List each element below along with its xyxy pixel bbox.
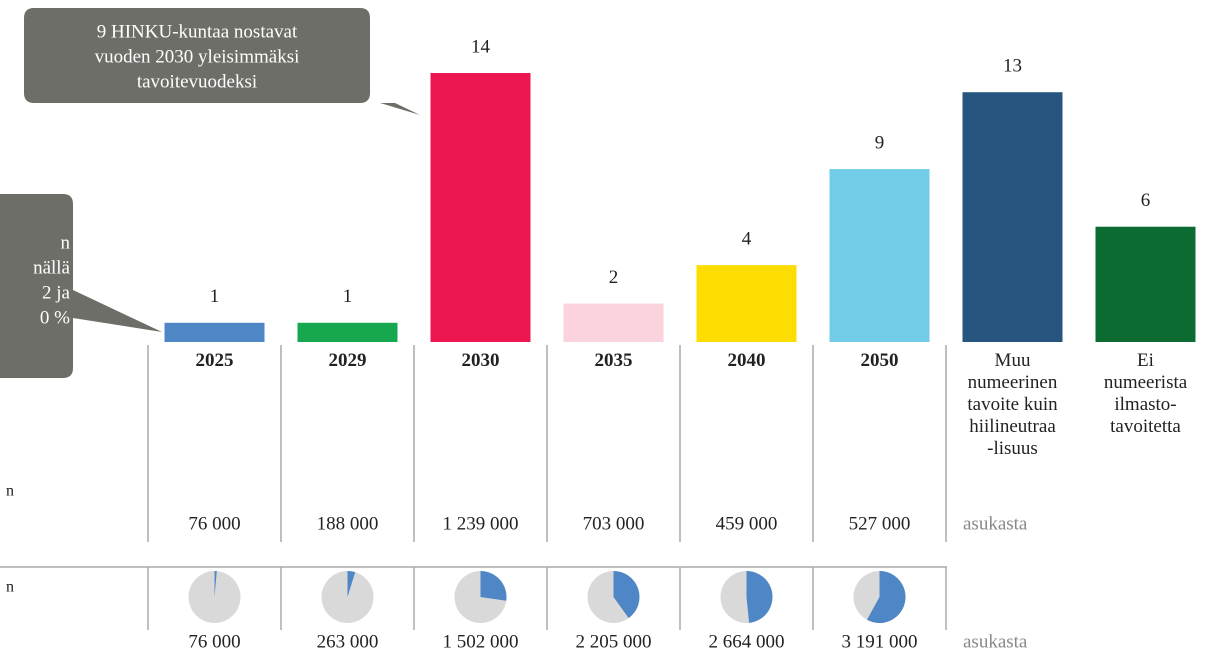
row-value: 263 000 — [317, 631, 379, 652]
callout-box — [0, 194, 162, 378]
category-label: Ei numeerista ilmasto-tavoitetta — [1104, 350, 1188, 437]
category-line: 2029 — [329, 350, 367, 371]
callout-text: tavoitevuodeksi — [137, 71, 257, 92]
row-label: n — [6, 483, 14, 500]
value-label: 9 — [875, 132, 885, 153]
category-line: 2035 — [595, 350, 633, 371]
category-label: 2025 — [196, 350, 234, 371]
category-label: 2029 — [329, 350, 367, 371]
category-line: numeerista — [1104, 372, 1188, 393]
category-line: Ei — [1137, 350, 1154, 371]
bar — [164, 322, 265, 342]
callout-text: nällä — [33, 257, 70, 278]
category-label: Muu numeerinen tavoite kuin hiilineutraa -li… — [967, 350, 1058, 459]
row-value: 3 191 000 — [842, 631, 918, 652]
pie-slice — [347, 571, 356, 597]
row-value: 2 664 000 — [709, 631, 785, 652]
category-line: tavoite kuin — [967, 394, 1058, 415]
row-value: 1 239 000 — [443, 513, 519, 534]
row-value: 459 000 — [716, 513, 778, 534]
callout-box — [24, 8, 420, 115]
row-value: 703 000 — [583, 513, 645, 534]
bar — [1095, 226, 1196, 342]
pie-slice — [866, 571, 906, 623]
row-value: 76 000 — [188, 631, 240, 652]
bar — [297, 322, 398, 342]
bar — [962, 92, 1063, 342]
bar — [696, 265, 797, 342]
category-line: 2040 — [728, 350, 766, 371]
category-label: 2030 — [462, 350, 500, 371]
bar — [829, 169, 930, 342]
bar — [563, 303, 664, 342]
callout-text: n — [61, 232, 71, 253]
row-value: 527 000 — [849, 513, 911, 534]
row-value: 188 000 — [317, 513, 379, 534]
pie-slice — [613, 571, 640, 619]
value-label: 6 — [1141, 190, 1151, 211]
category-line: 2050 — [861, 350, 899, 371]
category-line: tavoitetta — [1110, 416, 1181, 437]
value-label: 4 — [742, 229, 752, 250]
callout-text: vuoden 2030 yleisimmäksi — [95, 46, 300, 67]
callout-text: 9 HINKU-kuntaa nostavat — [97, 21, 298, 42]
row-unit: asukasta — [963, 513, 1028, 534]
category-line: 2030 — [462, 350, 500, 371]
row-value: 1 502 000 — [443, 631, 519, 652]
category-line: ilmasto- — [1114, 394, 1176, 415]
pie-slice — [214, 571, 217, 597]
category-line: numeerinen — [968, 372, 1058, 393]
value-label: 13 — [1003, 56, 1022, 77]
callout-text: 0 % — [40, 307, 70, 328]
value-label: 1 — [210, 286, 220, 307]
category-label: 2050 — [861, 350, 899, 371]
callout-text: 2 ja — [42, 282, 71, 303]
category-line: hiilineutraa — [969, 416, 1056, 437]
pie-slice — [480, 571, 507, 601]
bar — [430, 73, 531, 342]
value-label: 2 — [609, 267, 619, 288]
category-label: 2040 — [728, 350, 766, 371]
row-value: 76 000 — [188, 513, 240, 534]
category-line: -lisuus — [987, 438, 1038, 459]
row-label: n — [6, 579, 14, 596]
pie-slice — [746, 571, 773, 623]
row-unit: asukasta — [963, 631, 1028, 652]
category-line: Muu — [995, 350, 1031, 371]
category-label: 2035 — [595, 350, 633, 371]
row-value: 2 205 000 — [576, 631, 652, 652]
category-line: 2025 — [196, 350, 234, 371]
value-label: 14 — [471, 36, 491, 57]
value-label: 1 — [343, 286, 353, 307]
